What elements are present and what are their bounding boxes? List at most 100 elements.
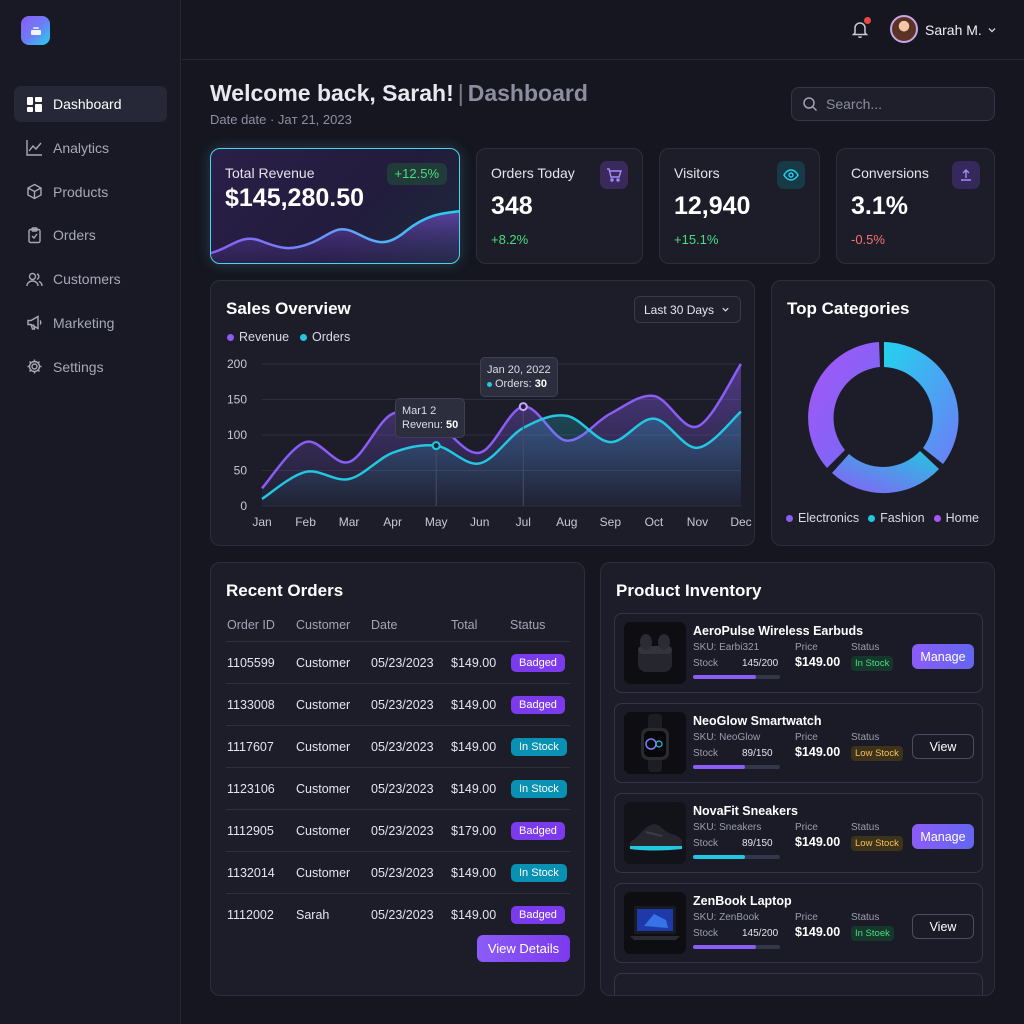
x-tick-label: Mar: [339, 515, 360, 529]
hover-point[interactable]: [431, 441, 441, 451]
x-tick-label: Jun: [470, 515, 489, 529]
cell-date: 05/23/2023: [371, 782, 434, 796]
stock-bar-fill: [693, 675, 757, 679]
product-sku: SKU: NeoGlow: [693, 732, 761, 743]
product-image: [624, 622, 686, 684]
legend-electronics: Electronics: [786, 511, 859, 525]
legend-label: Revenue: [239, 330, 290, 344]
table-row[interactable]: 1133008 Customer 05/23/2023 $149.00 Badged: [226, 683, 570, 725]
sidebar-item-orders[interactable]: Orders: [14, 217, 167, 253]
stock-bar: [693, 855, 780, 859]
stock-value: 89/150: [742, 838, 773, 849]
grid-icon: [27, 96, 42, 112]
column-header[interactable]: Date: [371, 618, 398, 632]
chevron-down-icon[interactable]: [987, 25, 997, 35]
table-row[interactable]: 1105599 Customer 05/23/2023 $149.00 Badged: [226, 641, 570, 683]
product-card[interactable]: NovaFit Sneakers SKU: Sneakers Stock 89/150…: [614, 793, 983, 873]
status-label: Status: [851, 822, 880, 833]
cell-total: $149.00: [451, 908, 497, 922]
legend-dot: [227, 333, 234, 341]
sidebar-item-label: Settings: [53, 358, 104, 375]
top-bar: Sarah M.: [182, 0, 1024, 60]
view-button[interactable]: View: [912, 734, 974, 759]
view-button[interactable]: View: [912, 914, 974, 939]
status-badge: Badged: [511, 822, 565, 840]
hover-point[interactable]: [518, 402, 528, 412]
x-tick-label: Nov: [687, 515, 708, 529]
y-tick-label: 100: [227, 428, 247, 442]
sales-overview-card: Sales Overview Last 30 Days Revenue Orde…: [210, 280, 755, 546]
donut-segment-fashion[interactable]: [832, 451, 939, 494]
sidebar-item-customers[interactable]: Customers: [14, 261, 167, 297]
logo-glyph-icon: [30, 26, 41, 35]
column-header[interactable]: Status: [510, 618, 546, 632]
status-label: Status: [851, 732, 880, 743]
stat-label: Visitors: [674, 165, 720, 181]
stock-value: 145/200: [742, 928, 779, 939]
sidebar-item-products[interactable]: Products: [14, 174, 167, 210]
status-label: Status: [851, 912, 880, 923]
table-row[interactable]: 1117607 Customer 05/23/2023 $149.00 In Stock: [226, 725, 570, 767]
view-details-button[interactable]: View Details: [477, 935, 570, 962]
top-categories-card: Top Categories Electronics Fashion Home: [771, 280, 995, 546]
column-header[interactable]: Total: [451, 618, 478, 632]
column-header[interactable]: Customer: [296, 618, 351, 632]
orders-today-card[interactable]: Orders Today 348 +8.2%: [476, 148, 643, 264]
x-tick-label: Feb: [295, 515, 316, 529]
donut-segment-home[interactable]: [808, 342, 880, 468]
table-row[interactable]: 1132014 Customer 05/23/2023 $149.00 In Stock: [226, 851, 570, 893]
table-row[interactable]: 1123106 Customer 05/23/2023 $149.00 In Stock: [226, 767, 570, 809]
search-input[interactable]: [826, 96, 976, 112]
user-name[interactable]: Sarah M.: [925, 22, 982, 38]
price-value: $149.00: [795, 745, 841, 759]
app-logo-icon[interactable]: [21, 16, 50, 45]
cell-id: 1132014: [227, 866, 275, 880]
manage-button[interactable]: Manage: [912, 644, 974, 669]
total-revenue-card[interactable]: Total Revenue +12.5% $145,280.50: [210, 148, 460, 264]
stock-value: 89/150: [742, 748, 773, 759]
product-card[interactable]: ZenBook Laptop SKU: ZenBook Stock 145/200 Pr…: [614, 883, 983, 963]
avatar[interactable]: [890, 15, 918, 43]
cell-date: 05/23/2023: [371, 908, 434, 922]
welcome-title: Welcome back, Sarah!: [210, 80, 454, 106]
table-row[interactable]: 1112002 Sarah 05/23/2023 $149.00 Badged: [226, 893, 570, 935]
legend-dot: [300, 333, 307, 341]
sales-line-chart: 0 50 100 150 200 Jan Feb Mar Apr May Jun Jul Aug Sep O…: [227, 357, 752, 529]
product-card[interactable]: NeoGlow Smartwatch SKU: NeoGlow Stock 89/15…: [614, 703, 983, 783]
conversions-card[interactable]: Conversions 3.1% -0.5%: [836, 148, 995, 264]
date-range-dropdown[interactable]: Last 30 Days: [634, 296, 741, 323]
cell-total: $149.00: [451, 656, 497, 670]
revenue-sparkline: [211, 209, 459, 263]
visitors-change: +15.1%: [674, 232, 719, 247]
sidebar-item-label: Dashboard: [53, 96, 122, 112]
search-box[interactable]: [791, 87, 995, 121]
tooltip-dot: [487, 382, 492, 387]
manage-button[interactable]: Manage: [912, 824, 974, 849]
y-tick-label: 200: [227, 357, 247, 371]
sidebar-item-marketing[interactable]: Marketing: [14, 305, 167, 341]
stock-label: Stock: [693, 928, 719, 939]
visitors-card[interactable]: Visitors 12,940 +15.1%: [659, 148, 820, 264]
sidebar-nav: Dashboard Analytics Products Orders Cust…: [14, 86, 167, 393]
stat-label: Total Revenue: [225, 165, 315, 181]
sidebar-item-dashboard[interactable]: Dashboard: [14, 86, 167, 122]
product-card[interactable]: AeroPulse Wireless Earbuds SKU: Earbi321 S…: [614, 613, 983, 693]
sidebar-item-label: Customers: [53, 271, 121, 288]
bell-icon[interactable]: [850, 19, 870, 39]
status-badge: In Stock: [511, 738, 567, 756]
cell-date: 05/23/2023: [371, 656, 434, 670]
stock-bar-fill: [693, 855, 745, 859]
price-value: $149.00: [795, 835, 841, 849]
donut-segment-electronics[interactable]: [884, 342, 959, 464]
table-row[interactable]: 1112905 Customer 05/23/2023 $179.00 Badged: [226, 809, 570, 851]
revenue-value: $145,280.50: [225, 184, 365, 212]
line-chart-icon: [26, 140, 42, 156]
stock-bar-fill: [693, 765, 745, 769]
price-value: $149.00: [795, 655, 841, 669]
chevron-down-icon: [722, 307, 729, 312]
search-icon: [803, 97, 818, 112]
sidebar-item-settings[interactable]: Settings: [14, 349, 167, 385]
sidebar-item-analytics[interactable]: Analytics: [14, 130, 167, 166]
x-tick-label: Jan: [252, 515, 271, 529]
column-header[interactable]: Order ID: [227, 618, 275, 632]
